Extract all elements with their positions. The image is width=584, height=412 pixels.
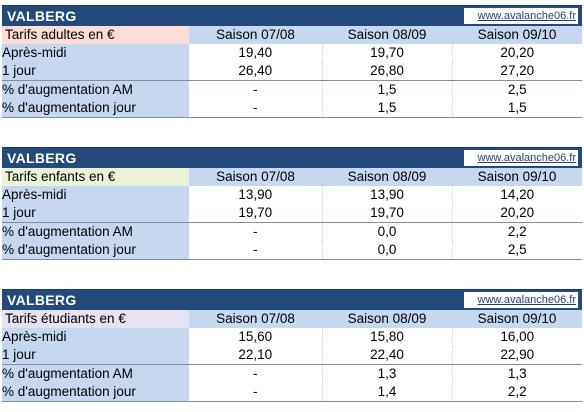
row-label: % d'augmentation AM xyxy=(2,364,189,383)
website-link[interactable]: www.avalanche06.fr xyxy=(464,150,578,166)
percent-cell: 2,2 xyxy=(452,222,582,241)
price-cell: 22,10 xyxy=(189,346,323,365)
percent-cell: 1,3 xyxy=(452,364,582,383)
percent-cell: 2,2 xyxy=(452,383,582,402)
row-label: % d'augmentation jour xyxy=(2,241,189,260)
price-table-etudiants: VALBERG www.avalanche06.fr Tarifs étudia… xyxy=(2,289,582,402)
season-header: Saison 09/10 xyxy=(452,310,582,328)
price-cell: 19,40 xyxy=(189,44,323,62)
row-label: 1 jour xyxy=(2,346,189,365)
table-row: Après-midi 13,90 13,90 14,20 xyxy=(2,186,582,204)
header-row: Tarifs enfants en € Saison 07/08 Saison … xyxy=(2,168,582,186)
row-label: Après-midi xyxy=(2,44,189,62)
season-header: Saison 08/09 xyxy=(322,26,452,44)
table-row: % d'augmentation jour - 1,4 2,2 xyxy=(2,383,582,402)
website-link[interactable]: www.avalanche06.fr xyxy=(464,292,578,308)
resort-title: VALBERG xyxy=(7,292,77,308)
percent-cell: 2,5 xyxy=(452,241,582,260)
table-row: 1 jour 22,10 22,40 22,90 xyxy=(2,346,582,365)
website-link[interactable]: www.avalanche06.fr xyxy=(464,8,578,24)
price-cell: 22,40 xyxy=(322,346,453,365)
header-row: Tarifs étudiants en € Saison 07/08 Saiso… xyxy=(2,310,582,328)
table-row: % d'augmentation jour - 0,0 2,5 xyxy=(2,241,582,260)
price-cell: 15,60 xyxy=(189,328,323,346)
season-header: Saison 07/08 xyxy=(189,26,322,44)
table-row: % d'augmentation AM - 0,0 2,2 xyxy=(2,222,582,241)
percent-cell: - xyxy=(189,99,323,118)
resort-title: VALBERG xyxy=(7,8,77,24)
table-row: Après-midi 15,60 15,80 16,00 xyxy=(2,328,582,346)
season-header: Saison 07/08 xyxy=(189,168,322,186)
price-cell: 16,00 xyxy=(452,328,582,346)
price-cell: 19,70 xyxy=(322,204,453,223)
table-row: % d'augmentation AM - 1,5 2,5 xyxy=(2,80,582,99)
price-cell: 22,90 xyxy=(452,346,582,365)
price-cell: 20,20 xyxy=(452,204,582,223)
percent-cell: - xyxy=(189,383,323,402)
price-grid: Tarifs étudiants en € Saison 07/08 Saiso… xyxy=(2,310,582,402)
season-header: Saison 08/09 xyxy=(322,168,452,186)
price-grid: Tarifs enfants en € Saison 07/08 Saison … xyxy=(2,168,582,260)
percent-cell: 1,5 xyxy=(322,80,453,99)
row-label: 1 jour xyxy=(2,62,189,81)
price-cell: 26,80 xyxy=(322,62,453,81)
price-table-enfants: VALBERG www.avalanche06.fr Tarifs enfant… xyxy=(2,147,582,260)
category-label: Tarifs étudiants en € xyxy=(2,310,189,328)
price-cell: 19,70 xyxy=(189,204,323,223)
price-cell: 20,20 xyxy=(452,44,582,62)
percent-cell: 1,3 xyxy=(322,364,453,383)
row-label: 1 jour xyxy=(2,204,189,223)
table-title-bar: VALBERG www.avalanche06.fr xyxy=(2,289,582,310)
table-row: % d'augmentation jour - 1,5 1,5 xyxy=(2,99,582,118)
price-cell: 27,20 xyxy=(452,62,582,81)
percent-cell: 1,5 xyxy=(322,99,453,118)
price-cell: 13,90 xyxy=(189,186,323,204)
table-row: 1 jour 26,40 26,80 27,20 xyxy=(2,62,582,81)
row-label: Après-midi xyxy=(2,186,189,204)
table-title-bar: VALBERG www.avalanche06.fr xyxy=(2,5,582,26)
row-label: % d'augmentation AM xyxy=(2,222,189,241)
percent-cell: 0,0 xyxy=(322,241,453,260)
row-label: % d'augmentation AM xyxy=(2,80,189,99)
season-header: Saison 08/09 xyxy=(322,310,452,328)
resort-title: VALBERG xyxy=(7,150,77,166)
percent-cell: - xyxy=(189,364,323,383)
table-row: % d'augmentation AM - 1,3 1,3 xyxy=(2,364,582,383)
percent-cell: 0,0 xyxy=(322,222,453,241)
table-row: Après-midi 19,40 19,70 20,20 xyxy=(2,44,582,62)
price-cell: 15,80 xyxy=(322,328,453,346)
season-header: Saison 09/10 xyxy=(452,168,582,186)
table-row: 1 jour 19,70 19,70 20,20 xyxy=(2,204,582,223)
row-label: % d'augmentation jour xyxy=(2,383,189,402)
percent-cell: 2,5 xyxy=(452,80,582,99)
percent-cell: - xyxy=(189,222,323,241)
table-title-bar: VALBERG www.avalanche06.fr xyxy=(2,147,582,168)
percent-cell: - xyxy=(189,241,323,260)
row-label: % d'augmentation jour xyxy=(2,99,189,118)
percent-cell: - xyxy=(189,80,323,99)
percent-cell: 1,5 xyxy=(452,99,582,118)
price-cell: 13,90 xyxy=(322,186,453,204)
season-header: Saison 07/08 xyxy=(189,310,322,328)
category-label: Tarifs enfants en € xyxy=(2,168,189,186)
price-cell: 26,40 xyxy=(189,62,323,81)
price-cell: 19,70 xyxy=(322,44,453,62)
percent-cell: 1,4 xyxy=(322,383,453,402)
header-row: Tarifs adultes en € Saison 07/08 Saison … xyxy=(2,26,582,44)
row-label: Après-midi xyxy=(2,328,189,346)
price-cell: 14,20 xyxy=(452,186,582,204)
price-grid: Tarifs adultes en € Saison 07/08 Saison … xyxy=(2,26,582,118)
season-header: Saison 09/10 xyxy=(452,26,582,44)
price-table-adultes: VALBERG www.avalanche06.fr Tarifs adulte… xyxy=(2,5,582,118)
category-label: Tarifs adultes en € xyxy=(2,26,189,44)
